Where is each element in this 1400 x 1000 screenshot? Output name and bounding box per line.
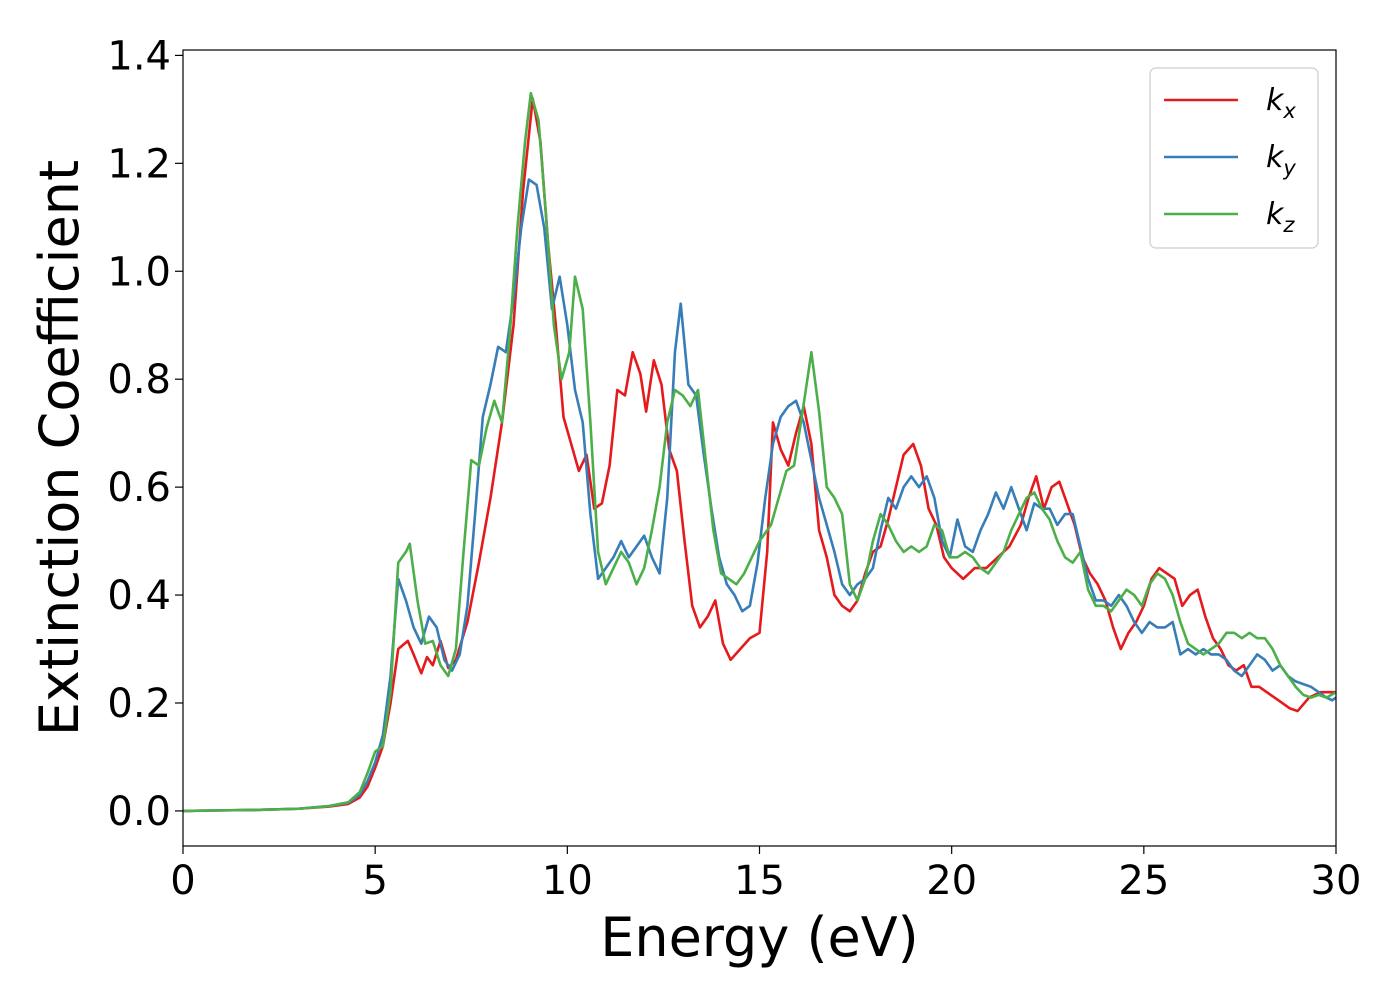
legend: kx ky kz (1149, 67, 1319, 249)
y-tick-label: 1.4 (107, 33, 171, 79)
x-tick-label: 30 (1311, 858, 1362, 904)
x-axis-label: Energy (eV) (600, 906, 919, 969)
x-tick-label: 25 (1118, 858, 1169, 904)
y-tick-label: 0.2 (107, 681, 171, 727)
legend-label-kx: kx (1266, 83, 1296, 123)
x-tick-label: 5 (362, 858, 387, 904)
legend-label-ky: ky (1266, 140, 1296, 180)
y-tick-label: 0.0 (107, 789, 171, 835)
y-tick-label: 0.6 (107, 465, 171, 511)
y-tick-label: 0.4 (107, 573, 171, 619)
x-tick-label: 15 (734, 858, 785, 904)
y-axis: 0.0 0.2 0.4 0.6 0.8 1.0 1.2 1.4 (107, 33, 183, 835)
x-tick-label: 10 (542, 858, 593, 904)
legend-label-kz: kz (1266, 197, 1295, 237)
x-tick-label: 20 (926, 858, 977, 904)
series-line-kz (183, 91, 1336, 813)
x-axis: 0 5 10 15 20 25 30 (170, 846, 1361, 904)
series-layer (183, 91, 1336, 813)
x-tick-label: 0 (170, 858, 195, 904)
series-line-kx (183, 97, 1336, 813)
y-tick-label: 0.8 (107, 357, 171, 403)
series-line-ky (183, 178, 1336, 813)
y-tick-label: 1.0 (107, 249, 171, 295)
y-axis-label: Extinction Coefficient (28, 160, 91, 736)
y-tick-label: 1.2 (107, 141, 171, 187)
